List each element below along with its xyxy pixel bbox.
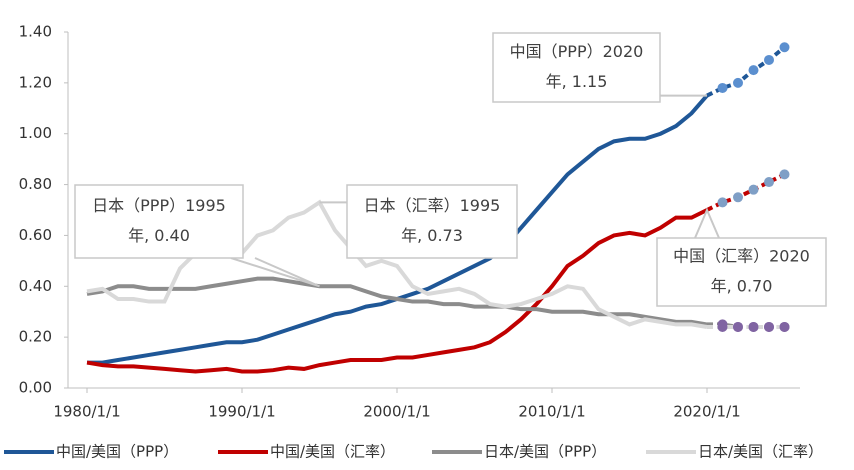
series-line: [86, 276, 708, 327]
leader-line: [694, 207, 720, 239]
y-tick-label: 1.20: [19, 73, 52, 91]
forecast-marker: [764, 54, 774, 65]
y-tick-label: 1.40: [19, 23, 52, 41]
legend-label: 日本/美国（汇率）: [698, 443, 823, 461]
y-tick-label: 0.20: [19, 328, 52, 346]
legend-label: 中国/美国（PPP）: [56, 443, 178, 461]
annotation-text: 日本（汇率）1995: [364, 196, 501, 215]
forecast-marker: [764, 177, 774, 188]
annotation: 日本（PPP）1995 年, 0.40: [74, 184, 320, 288]
annotation-box: [492, 32, 661, 103]
forecast-marker: [779, 169, 790, 180]
forecast-marker: [764, 321, 774, 332]
forecast-marker: [748, 184, 759, 195]
annotation-text: 年, 0.73: [401, 226, 463, 245]
annotation-text: 年, 0.40: [128, 226, 190, 245]
forecast-marker: [717, 197, 728, 208]
forecast-marker: [717, 321, 728, 332]
annotation-text: 日本（PPP）1995: [92, 196, 226, 215]
forecast-marker: [748, 321, 759, 332]
x-tick-label: 2000/1/1: [363, 403, 430, 421]
x-tick-label: 1990/1/1: [208, 403, 275, 421]
x-tick-label: 2010/1/1: [518, 403, 585, 421]
forecast-marker: [779, 321, 790, 332]
annotation-text: 中国（PPP）2020: [510, 42, 644, 61]
y-tick-label: 0.80: [19, 175, 52, 193]
leader-line: [230, 257, 320, 288]
series-line: [86, 208, 708, 374]
forecast-marker: [717, 82, 728, 93]
forecast-marker: [733, 192, 743, 203]
annotation-box: [346, 184, 518, 259]
annotation: 日本（汇率）1995 年, 0.73: [319, 184, 518, 259]
legend-label: 中国/美国（汇率）: [270, 443, 395, 461]
y-tick-label: 0.40: [19, 277, 52, 295]
annotation: 中国（汇率）2020 年, 0.70: [656, 207, 827, 307]
forecast-marker: [748, 65, 759, 76]
x-tick-label: 1980/1/1: [53, 403, 120, 421]
y-tick-label: 0.60: [19, 226, 52, 244]
annotation-text: 年, 1.15: [546, 72, 608, 91]
forecast-marker: [733, 321, 743, 332]
forecast-marker: [779, 42, 790, 53]
annotation-text: 年, 0.70: [711, 277, 773, 296]
x-tick-label: 2020/1/1: [673, 403, 740, 421]
y-tick-label: 0.00: [19, 379, 52, 397]
annotation-box: [656, 237, 827, 307]
annotation-text: 中国（汇率）2020: [673, 247, 810, 266]
legend-label: 日本/美国（PPP）: [484, 443, 606, 461]
forecast-marker: [733, 77, 743, 88]
y-tick-label: 1.00: [19, 124, 52, 142]
annotation-box: [74, 184, 244, 259]
annotation: 中国（PPP）2020 年, 1.15: [492, 32, 707, 103]
